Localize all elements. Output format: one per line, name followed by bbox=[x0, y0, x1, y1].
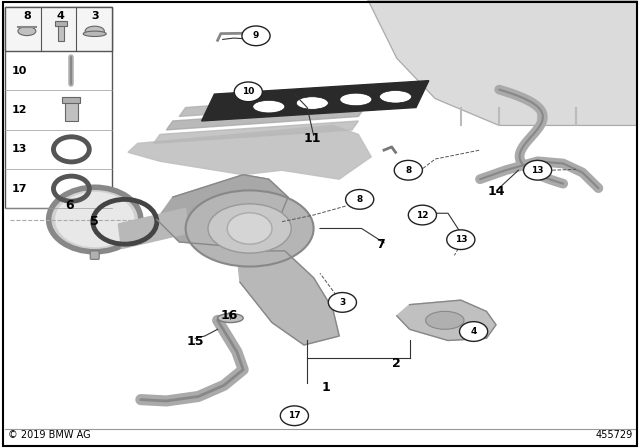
Polygon shape bbox=[166, 108, 365, 130]
Circle shape bbox=[55, 192, 134, 247]
Text: 3: 3 bbox=[339, 298, 346, 307]
Text: 10: 10 bbox=[12, 66, 27, 76]
Text: 16: 16 bbox=[220, 309, 238, 323]
Text: 13: 13 bbox=[454, 235, 467, 244]
Text: 2: 2 bbox=[392, 357, 401, 370]
FancyBboxPatch shape bbox=[90, 251, 99, 259]
Text: 5: 5 bbox=[90, 215, 99, 228]
Text: 12: 12 bbox=[416, 211, 429, 220]
Circle shape bbox=[460, 322, 488, 341]
Text: 17: 17 bbox=[12, 184, 27, 194]
Polygon shape bbox=[179, 94, 371, 116]
Text: 8: 8 bbox=[405, 166, 412, 175]
Text: 4: 4 bbox=[57, 11, 65, 21]
Polygon shape bbox=[237, 251, 339, 345]
Ellipse shape bbox=[218, 314, 243, 323]
Polygon shape bbox=[118, 208, 189, 249]
Polygon shape bbox=[397, 300, 496, 340]
Bar bbox=[55, 21, 67, 26]
Polygon shape bbox=[128, 125, 371, 179]
Circle shape bbox=[49, 187, 141, 252]
Ellipse shape bbox=[253, 100, 285, 113]
Ellipse shape bbox=[83, 31, 106, 36]
Polygon shape bbox=[154, 121, 358, 143]
Circle shape bbox=[328, 293, 356, 312]
Ellipse shape bbox=[426, 311, 464, 329]
Circle shape bbox=[394, 160, 422, 180]
Polygon shape bbox=[157, 175, 288, 246]
Text: 8: 8 bbox=[23, 11, 31, 21]
Circle shape bbox=[242, 26, 270, 46]
Text: 13: 13 bbox=[12, 144, 27, 155]
Circle shape bbox=[447, 230, 475, 250]
Text: 15: 15 bbox=[186, 335, 204, 348]
Circle shape bbox=[346, 190, 374, 209]
FancyBboxPatch shape bbox=[5, 7, 112, 51]
Ellipse shape bbox=[186, 190, 314, 267]
Polygon shape bbox=[368, 0, 637, 125]
Text: 12: 12 bbox=[12, 105, 27, 115]
Text: 13: 13 bbox=[531, 166, 544, 175]
Ellipse shape bbox=[18, 26, 36, 35]
Ellipse shape bbox=[208, 204, 291, 253]
Bar bbox=[63, 97, 81, 103]
Text: 4: 4 bbox=[470, 327, 477, 336]
Circle shape bbox=[234, 82, 262, 102]
Bar bbox=[58, 21, 64, 41]
Ellipse shape bbox=[380, 90, 412, 103]
Circle shape bbox=[408, 205, 436, 225]
Circle shape bbox=[524, 160, 552, 180]
Text: 9: 9 bbox=[253, 31, 259, 40]
Text: 1: 1 bbox=[322, 381, 331, 394]
Text: 17: 17 bbox=[288, 411, 301, 420]
Ellipse shape bbox=[296, 97, 328, 109]
Polygon shape bbox=[202, 81, 429, 121]
Text: 6: 6 bbox=[65, 198, 74, 212]
Circle shape bbox=[280, 406, 308, 426]
FancyBboxPatch shape bbox=[5, 7, 112, 208]
Bar bbox=[65, 99, 78, 121]
Text: 10: 10 bbox=[242, 87, 255, 96]
Text: 14: 14 bbox=[488, 185, 506, 198]
Circle shape bbox=[227, 213, 272, 244]
Text: 455729: 455729 bbox=[595, 430, 632, 440]
Text: 3: 3 bbox=[91, 11, 99, 21]
Text: 7: 7 bbox=[376, 237, 385, 251]
Text: 8: 8 bbox=[356, 195, 363, 204]
Ellipse shape bbox=[340, 93, 372, 106]
Ellipse shape bbox=[85, 26, 104, 36]
Text: © 2019 BMW AG: © 2019 BMW AG bbox=[8, 430, 90, 440]
Text: 11: 11 bbox=[303, 132, 321, 146]
